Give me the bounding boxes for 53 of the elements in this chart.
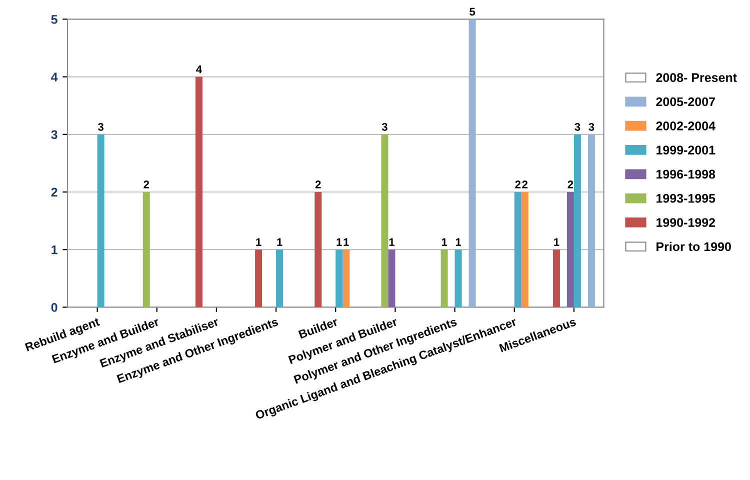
y-tick-label: 3 (51, 130, 58, 140)
data-label: 3 (574, 122, 580, 131)
bar (588, 134, 595, 308)
data-label: 2 (568, 180, 574, 188)
legend-label: 2002-2004 (656, 121, 716, 130)
data-label: 5 (470, 8, 476, 16)
bar (142, 192, 150, 308)
legend-label: 1990-1992 (656, 218, 715, 227)
y-tick-label: 1 (52, 246, 58, 254)
data-label: 3 (382, 122, 388, 131)
bar (255, 250, 262, 308)
y-tick-label: 0 (51, 303, 58, 312)
legend-label: 1993-1995 (656, 194, 716, 203)
bar (468, 19, 476, 308)
legend-label: Prior to 1990 (656, 242, 731, 252)
data-label: 2 (522, 180, 528, 188)
bar (195, 76, 202, 308)
bar (454, 250, 462, 308)
data-label: 4 (196, 65, 202, 74)
bar (342, 250, 350, 308)
y-tick-label: 2 (51, 188, 58, 197)
legend-label: 2005-2007 (656, 97, 715, 106)
bar (574, 134, 581, 308)
data-label: 1 (442, 238, 448, 246)
data-label: 1 (389, 238, 394, 246)
data-label: 1 (277, 238, 282, 246)
bar (388, 250, 396, 308)
data-label: 2 (515, 180, 521, 188)
data-label: 3 (588, 122, 594, 131)
bar (336, 250, 343, 308)
bar (552, 250, 560, 308)
legend-label: 1996-1998 (656, 170, 716, 179)
data-label: 1 (336, 238, 342, 246)
x-tick-label: Builder (298, 316, 338, 339)
data-label: 1 (456, 238, 462, 246)
bar (276, 250, 284, 308)
data-label: 3 (98, 122, 104, 131)
bar (97, 134, 104, 308)
bar (314, 192, 322, 308)
y-tick-label: 5 (51, 15, 58, 24)
legend-label: 1999-2001 (656, 146, 716, 154)
y-tick-label: 4 (51, 72, 58, 82)
data-label: 1 (344, 238, 349, 246)
data-label: 2 (144, 180, 150, 188)
bar (440, 250, 448, 308)
data-label: 1 (256, 238, 262, 246)
bar (521, 192, 528, 308)
data-label: 1 (554, 238, 560, 246)
legend-label: 2008- Present (656, 73, 737, 82)
bar (566, 192, 574, 308)
data-label: 2 (315, 180, 321, 188)
bar (381, 134, 388, 308)
bar (514, 192, 522, 308)
